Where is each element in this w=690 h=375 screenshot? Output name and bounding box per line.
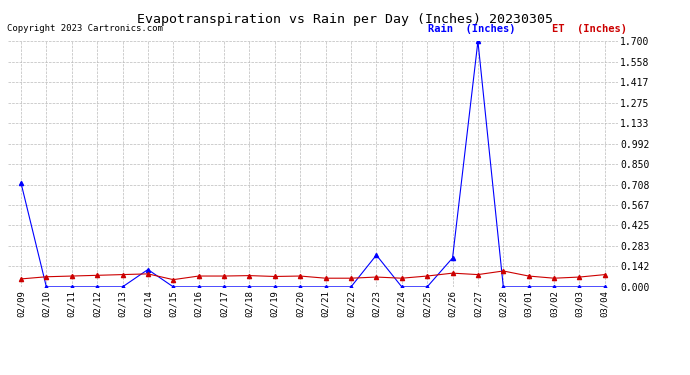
- ET  (Inches): [397, 276, 406, 280]
- ET  (Inches): [144, 272, 152, 276]
- Text: Evapotranspiration vs Rain per Day (Inches) 20230305: Evapotranspiration vs Rain per Day (Inch…: [137, 13, 553, 26]
- Line: Rain  (Inches): Rain (Inches): [19, 39, 607, 289]
- Rain  (Inches): [575, 285, 584, 289]
- Rain  (Inches): [195, 285, 203, 289]
- Rain  (Inches): [601, 285, 609, 289]
- Text: Rain  (Inches): Rain (Inches): [428, 24, 515, 34]
- Rain  (Inches): [17, 181, 25, 185]
- ET  (Inches): [550, 276, 558, 280]
- ET  (Inches): [601, 272, 609, 277]
- Text: Copyright 2023 Cartronics.com: Copyright 2023 Cartronics.com: [7, 24, 163, 33]
- Rain  (Inches): [144, 267, 152, 272]
- Rain  (Inches): [42, 285, 50, 289]
- Rain  (Inches): [169, 285, 177, 289]
- ET  (Inches): [17, 277, 25, 281]
- ET  (Inches): [119, 272, 127, 277]
- ET  (Inches): [322, 276, 330, 280]
- Line: ET  (Inches): ET (Inches): [19, 269, 607, 282]
- Rain  (Inches): [448, 256, 457, 260]
- ET  (Inches): [246, 273, 254, 278]
- Rain  (Inches): [322, 285, 330, 289]
- ET  (Inches): [68, 274, 76, 278]
- Rain  (Inches): [524, 285, 533, 289]
- Rain  (Inches): [372, 253, 380, 257]
- Rain  (Inches): [474, 39, 482, 44]
- Rain  (Inches): [246, 285, 254, 289]
- Rain  (Inches): [347, 285, 355, 289]
- ET  (Inches): [372, 275, 380, 279]
- ET  (Inches): [499, 269, 507, 273]
- ET  (Inches): [42, 274, 50, 279]
- ET  (Inches): [195, 274, 203, 278]
- ET  (Inches): [169, 278, 177, 282]
- Rain  (Inches): [270, 285, 279, 289]
- ET  (Inches): [220, 274, 228, 278]
- Text: ET  (Inches): ET (Inches): [552, 24, 627, 34]
- ET  (Inches): [423, 274, 431, 278]
- Rain  (Inches): [423, 285, 431, 289]
- ET  (Inches): [474, 272, 482, 277]
- Rain  (Inches): [296, 285, 304, 289]
- ET  (Inches): [93, 273, 101, 278]
- Rain  (Inches): [68, 285, 76, 289]
- ET  (Inches): [575, 275, 584, 279]
- ET  (Inches): [347, 276, 355, 280]
- Rain  (Inches): [119, 285, 127, 289]
- Rain  (Inches): [550, 285, 558, 289]
- ET  (Inches): [524, 274, 533, 278]
- Rain  (Inches): [93, 285, 101, 289]
- Rain  (Inches): [397, 285, 406, 289]
- ET  (Inches): [448, 271, 457, 275]
- ET  (Inches): [270, 274, 279, 279]
- ET  (Inches): [296, 274, 304, 278]
- Rain  (Inches): [499, 285, 507, 289]
- Rain  (Inches): [220, 285, 228, 289]
